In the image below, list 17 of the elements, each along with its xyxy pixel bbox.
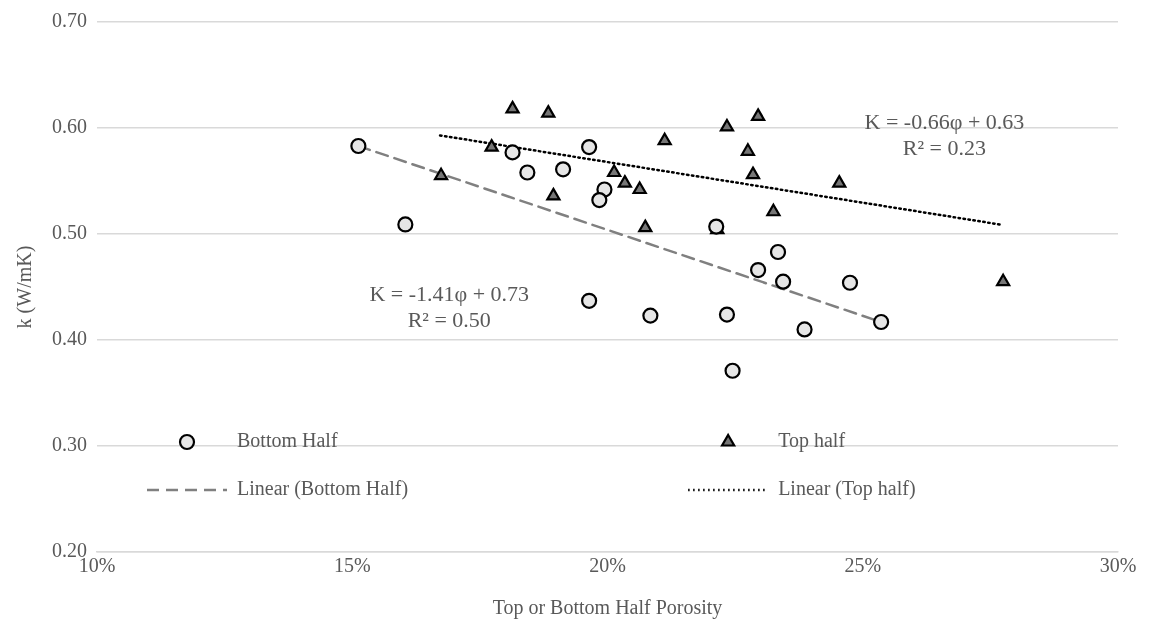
legend-label: Linear (Top half) — [778, 477, 916, 501]
x-tick-label: 25% — [844, 554, 882, 577]
y-tick-label: 0.60 — [52, 115, 87, 138]
y-tick-label: 0.70 — [52, 9, 87, 32]
y-tick-label: 0.30 — [52, 433, 87, 456]
legend-label: Linear (Bottom Half) — [237, 477, 409, 501]
x-axis-title: Top or Bottom Half Porosity — [492, 596, 723, 620]
x-tick-label: 20% — [589, 554, 626, 577]
y-axis-title: k (W/mK) — [13, 245, 37, 329]
annotation: K = -1.41φ + 0.73 R² = 0.50 — [369, 280, 530, 332]
legend-label: Top half — [778, 429, 846, 453]
x-tick-label: 30% — [1099, 554, 1137, 577]
legend-label: Bottom Half — [237, 429, 338, 452]
y-tick-label: 0.40 — [52, 327, 87, 350]
x-tick-label: 15% — [333, 554, 371, 577]
y-tick-label: 0.50 — [52, 221, 87, 244]
annotation: K = -0.66φ + 0.63 R² = 0.23 — [864, 108, 1025, 160]
